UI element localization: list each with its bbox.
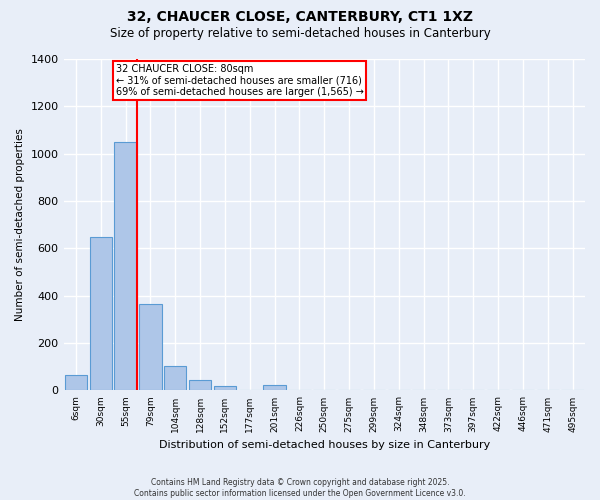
Y-axis label: Number of semi-detached properties: Number of semi-detached properties — [15, 128, 25, 321]
Bar — [115, 142, 137, 390]
Bar — [65, 375, 87, 390]
Text: 32 CHAUCER CLOSE: 80sqm
← 31% of semi-detached houses are smaller (716)
69% of s: 32 CHAUCER CLOSE: 80sqm ← 31% of semi-de… — [116, 64, 364, 97]
Bar — [189, 380, 211, 390]
Bar — [89, 236, 112, 390]
X-axis label: Distribution of semi-detached houses by size in Canterbury: Distribution of semi-detached houses by … — [158, 440, 490, 450]
Bar — [164, 366, 187, 390]
Bar — [263, 385, 286, 390]
Text: Size of property relative to semi-detached houses in Canterbury: Size of property relative to semi-detach… — [110, 28, 490, 40]
Bar — [139, 304, 161, 390]
Text: 32, CHAUCER CLOSE, CANTERBURY, CT1 1XZ: 32, CHAUCER CLOSE, CANTERBURY, CT1 1XZ — [127, 10, 473, 24]
Text: Contains HM Land Registry data © Crown copyright and database right 2025.
Contai: Contains HM Land Registry data © Crown c… — [134, 478, 466, 498]
Bar — [214, 386, 236, 390]
